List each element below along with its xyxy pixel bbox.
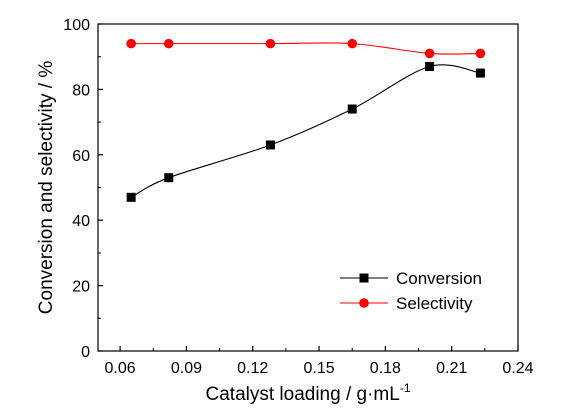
series-layer (126, 38, 486, 202)
y-tick-label: 60 (72, 148, 90, 165)
y-tick-label: 20 (72, 279, 90, 296)
series-selectivity (126, 38, 486, 59)
y-tick-label: 100 (63, 17, 90, 34)
data-point-conversion (475, 68, 485, 78)
x-tick-label: 0.06 (105, 360, 136, 377)
legend-item-conversion: Conversion (340, 269, 482, 288)
legend-item-selectivity: Selectivity (340, 294, 473, 313)
x-axis-title-superscript: -1 (400, 381, 411, 395)
data-point-selectivity (475, 48, 486, 59)
y-tick-label: 0 (81, 344, 90, 361)
y-tick-label: 80 (72, 82, 90, 99)
data-point-selectivity (126, 38, 136, 49)
data-point-conversion (164, 173, 174, 183)
data-point-selectivity (424, 48, 435, 59)
x-tick-label: 0.18 (370, 360, 401, 377)
x-tick-label: 0.12 (237, 360, 268, 377)
x-axis-title-text: Catalyst loading / g·mL (206, 384, 400, 405)
x-tick-label: 0.21 (436, 360, 467, 377)
data-point-conversion (265, 140, 275, 150)
y-axis-title: Conversion and selectivity / % (36, 61, 57, 315)
x-axis-title: Catalyst loading / g·mL-1 (206, 381, 411, 405)
data-point-conversion (347, 104, 357, 114)
series-line-conversion (130, 64, 481, 198)
legend-label: Conversion (396, 269, 482, 288)
x-tick-label: 0.15 (303, 360, 334, 377)
x-tick-label: 0.09 (171, 360, 202, 377)
data-point-conversion (425, 62, 435, 72)
legend: Conversion Selectivity (340, 269, 482, 313)
data-point-selectivity (265, 38, 276, 49)
legend-label: Selectivity (396, 294, 473, 313)
series-conversion (126, 62, 485, 202)
legend-marker (359, 298, 369, 308)
x-tick-label: 0.24 (502, 360, 533, 377)
data-point-selectivity (163, 38, 174, 49)
y-axis-ticks: 0 20 40 60 80 100 (63, 17, 103, 361)
legend-marker (359, 273, 369, 283)
data-point-conversion (126, 192, 136, 202)
y-tick-label: 40 (72, 213, 90, 230)
x-axis-ticks: 0.06 0.09 0.12 0.15 0.18 0.21 0.24 (105, 346, 534, 377)
data-point-selectivity (347, 38, 358, 49)
